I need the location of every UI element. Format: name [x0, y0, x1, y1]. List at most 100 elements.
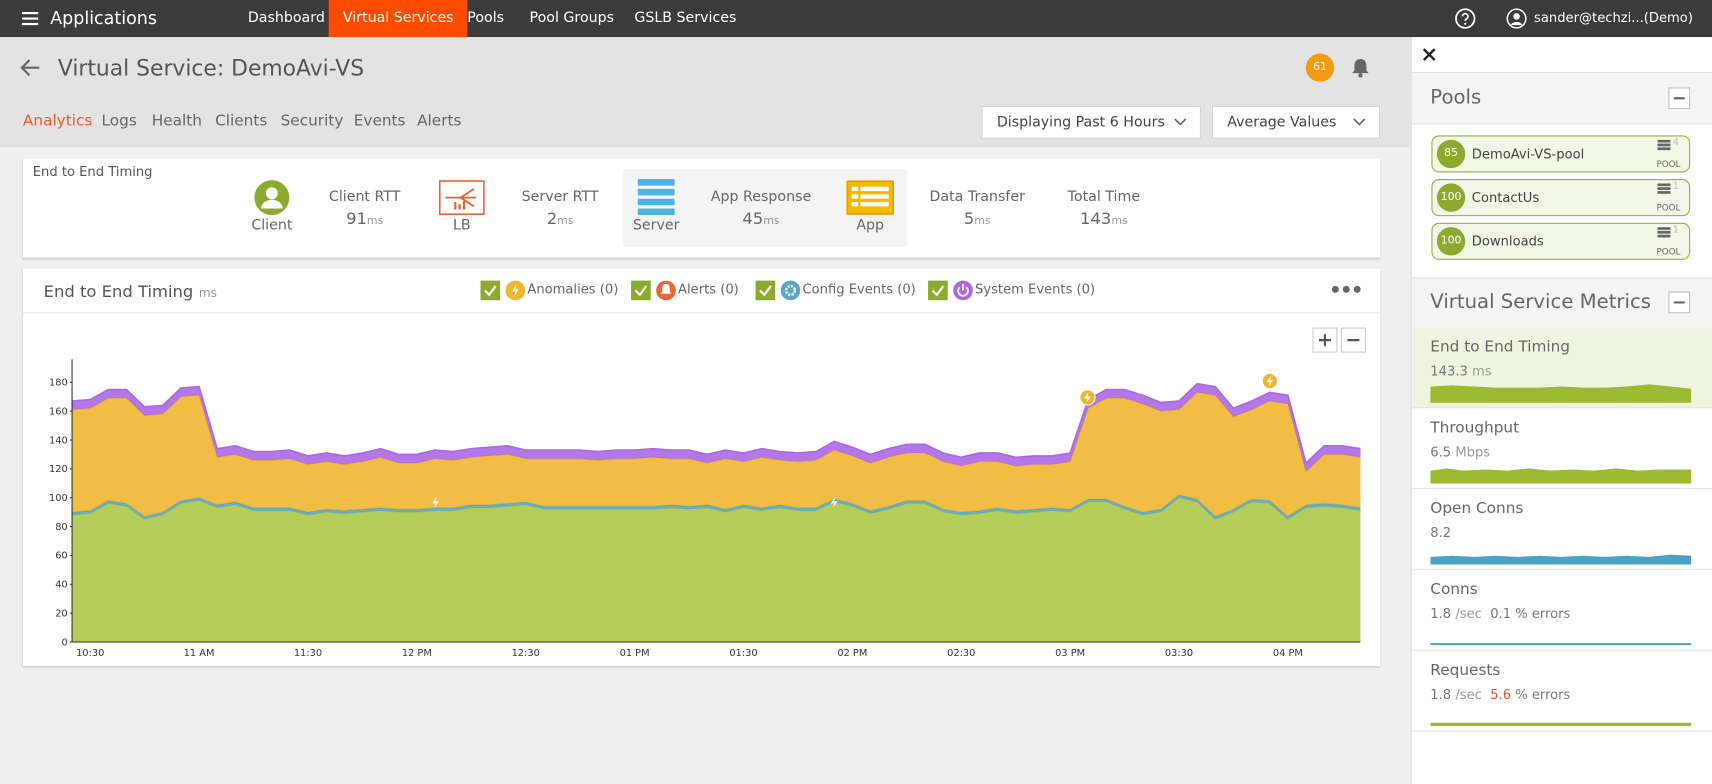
- x-tick-label: 01 PM: [620, 648, 650, 659]
- values-dropdown[interactable]: Average Values: [1211, 105, 1381, 139]
- errors: 5.6: [1490, 686, 1512, 703]
- pool-item[interactable]: 100 ContactUs 1 POOL: [1431, 179, 1691, 217]
- metric-value: 5ms: [964, 207, 991, 229]
- toggle-label[interactable]: Alerts (0): [678, 281, 739, 297]
- server-icon: [637, 179, 675, 216]
- unit: /sec: [1455, 605, 1482, 622]
- sparkline: [1430, 554, 1692, 565]
- server-count: 1: [1672, 181, 1679, 193]
- metric-item[interactable]: Requests 1.8 /sec 5.6 % errors: [1411, 652, 1712, 732]
- section-title: Virtual Service Metrics: [1430, 290, 1651, 314]
- icon-label: App: [856, 217, 885, 234]
- chevron: [1174, 118, 1187, 126]
- y-tick-label: 60: [55, 551, 68, 562]
- icon-label: LB: [453, 217, 471, 234]
- x-tick-label: 11:30: [294, 648, 322, 659]
- tab[interactable]: Logs: [101, 112, 137, 130]
- back-button[interactable]: [20, 58, 42, 78]
- more-menu[interactable]: [1331, 285, 1362, 294]
- metric-item[interactable]: Open Conns 8.2: [1411, 490, 1712, 570]
- metric-name: Throughput: [1430, 419, 1520, 437]
- help-icon[interactable]: [1454, 8, 1476, 30]
- y-tick-label: 80: [55, 522, 68, 533]
- metric-value: 2ms: [547, 207, 574, 229]
- anomaly-bolt: [1266, 375, 1274, 387]
- toggle-label[interactable]: Anomalies (0): [527, 281, 619, 297]
- server-icon: [1657, 227, 1671, 238]
- divider: [1411, 72, 1712, 74]
- pool-item[interactable]: 100 Downloads 1 POOL: [1431, 222, 1691, 260]
- card-title: End to End Timing: [32, 163, 153, 180]
- x-tick-label: 12:30: [512, 648, 540, 659]
- pool-item[interactable]: 85 DemoAvi-VS-pool 4 POOL: [1431, 135, 1691, 173]
- checkbox[interactable]: [928, 280, 948, 301]
- health-badge[interactable]: 61: [1305, 53, 1335, 82]
- y-tick-label: 20: [55, 608, 68, 619]
- value: 143: [1080, 208, 1112, 229]
- y-tick-label: 120: [49, 464, 68, 475]
- menu-icon[interactable]: [21, 11, 39, 26]
- tab[interactable]: Events: [353, 112, 406, 130]
- tab[interactable]: Analytics: [22, 112, 93, 130]
- metric-label: Total Time: [1067, 188, 1141, 206]
- metric-item[interactable]: Throughput 6.5 Mbps: [1411, 409, 1712, 490]
- metric-value: 45ms: [742, 207, 780, 229]
- errors-unit: % errors: [1515, 686, 1571, 703]
- metric-value: 1.8 /sec 0.1 % errors: [1430, 606, 1570, 621]
- sparkline: [1430, 722, 1692, 727]
- pool-tag: POOL: [1656, 203, 1681, 213]
- page-title: Virtual Service: DemoAvi-VS: [57, 54, 365, 81]
- value: 6.5: [1430, 444, 1452, 460]
- tab[interactable]: Clients: [215, 112, 268, 130]
- zoom-controls[interactable]: [1312, 327, 1367, 354]
- nav-item[interactable]: Pools: [467, 9, 505, 27]
- checkbox[interactable]: [631, 280, 651, 301]
- time-dropdown[interactable]: Displaying Past 6 Hours: [981, 105, 1202, 139]
- x-tick-label: 03:30: [1165, 648, 1193, 659]
- pool-name: DemoAvi-VS-pool: [1471, 146, 1585, 162]
- pool-name: ContactUs: [1471, 189, 1540, 206]
- checkbox[interactable]: [480, 280, 501, 301]
- metric-item[interactable]: End to End Timing 143.3 ms: [1411, 328, 1712, 409]
- collapse-button[interactable]: [1668, 87, 1691, 110]
- app-icon: [846, 180, 894, 215]
- x-tick-label: 10:30: [76, 648, 104, 659]
- area: [72, 392, 1361, 517]
- server-icon: [1657, 183, 1671, 194]
- area: [72, 383, 1361, 472]
- server-count: 4: [1672, 137, 1679, 149]
- section-title: Pools: [1430, 86, 1482, 110]
- toggle-icons: [480, 280, 973, 301]
- nav-item[interactable]: GSLB Services: [634, 9, 737, 27]
- nav-item[interactable]: Pool Groups: [529, 9, 615, 27]
- x-tick-label: 02:30: [947, 648, 975, 659]
- user-icon[interactable]: [1506, 8, 1528, 30]
- value: 1.8: [1430, 686, 1452, 703]
- nav-item[interactable]: Virtual Services: [328, 0, 468, 38]
- tab[interactable]: Alerts: [417, 112, 462, 130]
- metric-label: Server RTT: [521, 188, 599, 206]
- tab[interactable]: Security: [280, 112, 344, 130]
- chart-title: End to End Timing ms: [44, 281, 217, 302]
- metric-value: 8.2: [1430, 525, 1451, 540]
- bell-icon[interactable]: [1350, 57, 1372, 79]
- toggle-label[interactable]: System Events (0): [975, 281, 1096, 297]
- sparkline: [1430, 468, 1692, 484]
- app-name[interactable]: Applications: [50, 7, 157, 29]
- value: 1.8: [1430, 605, 1452, 622]
- x-tick-label: 03 PM: [1055, 648, 1085, 659]
- nav-item[interactable]: Dashboard: [247, 9, 325, 27]
- metric-item[interactable]: Conns 1.8 /sec 0.1 % errors: [1411, 571, 1712, 651]
- collapse-button[interactable]: [1668, 291, 1691, 314]
- unit: ms: [763, 215, 780, 228]
- checkbox[interactable]: [755, 280, 776, 301]
- pool-name: Downloads: [1471, 233, 1544, 249]
- user-name[interactable]: sander@techzi...(Demo): [1534, 9, 1693, 26]
- tab[interactable]: Health: [151, 112, 202, 130]
- metric-name: Open Conns: [1430, 500, 1524, 518]
- toggle-label[interactable]: Config Events (0): [802, 281, 916, 297]
- x-tick-label: 11 AM: [184, 648, 215, 659]
- metric-value: 6.5 Mbps: [1430, 444, 1490, 459]
- close-button[interactable]: [1422, 48, 1436, 61]
- health-score: 100: [1436, 183, 1466, 212]
